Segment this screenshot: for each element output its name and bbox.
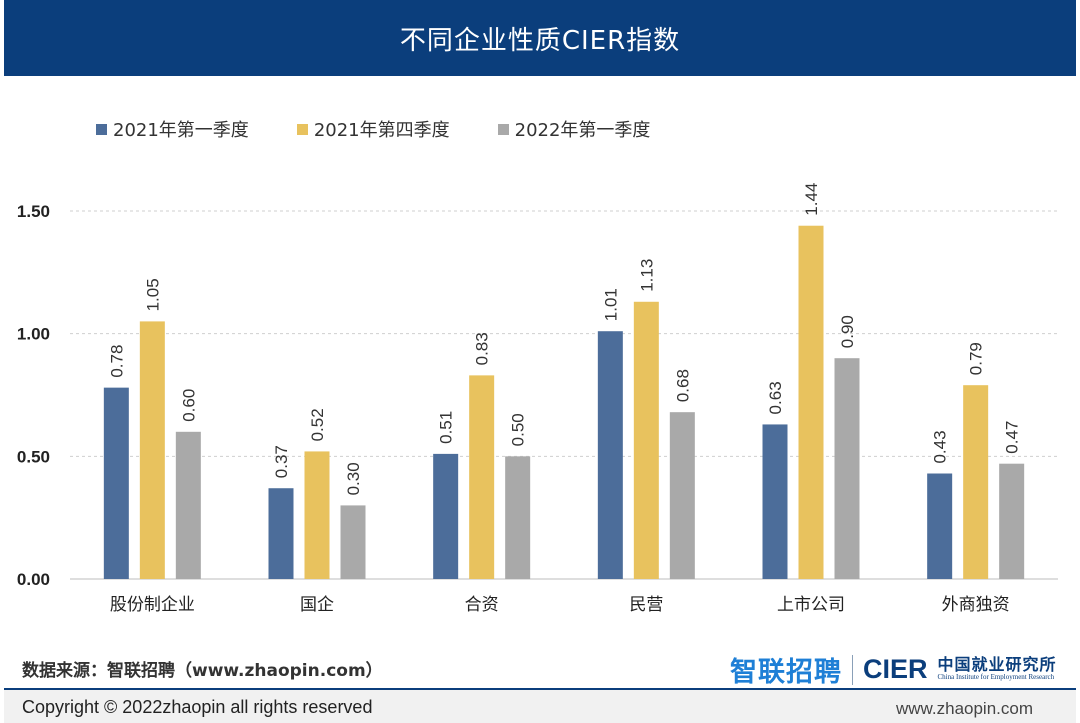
y-tick-label: 0.50 [17, 447, 50, 466]
zhilian-logo: 智联招聘 [730, 657, 842, 688]
bar-value-label: 0.43 [931, 430, 950, 463]
bar-value-label: 0.79 [967, 342, 986, 375]
brand-logos: 智联招聘 CIER 中国就业研究所 China Institute for Em… [730, 650, 1057, 689]
bar [999, 463, 1025, 579]
bar [340, 505, 366, 579]
bar [268, 488, 294, 579]
legend-label-series-3: 2022年第一季度 [514, 120, 651, 141]
bar-value-label: 1.13 [637, 259, 656, 292]
bar [103, 387, 129, 579]
bar-value-label: 0.51 [437, 411, 456, 444]
cier-logo-text: 中国就业研究所 China Institute for Employment R… [938, 657, 1057, 681]
chart-title: 不同企业性质CIER指数 [399, 25, 681, 56]
bar-value-label: 0.50 [509, 413, 528, 446]
website-link[interactable]: www.zhaopin.com [896, 699, 1034, 718]
bar [175, 431, 201, 579]
bar-value-label: 0.63 [766, 381, 785, 414]
legend-item-series-3: 2022年第一季度 [497, 116, 651, 142]
y-tick-label: 0.00 [17, 570, 50, 589]
legend-swatch-series-2 [296, 123, 308, 135]
legend-swatch-series-1 [96, 123, 107, 135]
bar [963, 385, 989, 579]
cier-name-cn: 中国就业研究所 [937, 655, 1057, 675]
bar [762, 424, 788, 579]
bar-value-label: 0.52 [308, 408, 327, 441]
cier-name-en: China Institute for Employment Research [937, 673, 1055, 682]
x-category-label: 国企 [300, 595, 334, 615]
chart-legend: 2021年第一季度 2021年第四季度 2022年第一季度 [96, 116, 650, 142]
bar-value-label: 0.90 [838, 315, 857, 348]
legend-label-series-2: 2021年第四季度 [313, 120, 450, 141]
bar [798, 225, 824, 579]
bar [304, 451, 330, 579]
legend-label-series-1: 2021年第一季度 [113, 120, 249, 141]
bar [834, 358, 860, 579]
data-source-note: 数据来源：智联招聘（www.zhaopin.com） [22, 661, 383, 681]
footer-bar [4, 690, 1076, 723]
title-banner: 不同企业性质CIER指数 [4, 0, 1076, 76]
bar [433, 453, 459, 579]
y-tick-label: 1.50 [17, 202, 50, 221]
bar [927, 473, 953, 579]
bar-value-label: 0.83 [473, 332, 492, 365]
bar [633, 301, 659, 579]
bar-value-label: 0.47 [1003, 421, 1022, 454]
bar [669, 412, 695, 579]
bar-value-label: 1.01 [601, 288, 620, 321]
bar-value-label: 0.30 [344, 462, 363, 495]
cier-logo: CIER [863, 654, 928, 684]
bar-value-label: 0.37 [272, 445, 291, 478]
y-tick-label: 1.00 [17, 325, 50, 344]
bar-value-label: 1.05 [143, 278, 162, 311]
x-category-label: 外商独资 [942, 595, 1010, 615]
legend-item-series-2: 2021年第四季度 [296, 116, 450, 142]
legend-item-series-1: 2021年第一季度 [96, 116, 249, 142]
bar [597, 331, 623, 579]
bar-value-label: 1.44 [802, 183, 821, 216]
bar-chart: 0.00 0.50 1.00 1.50 0.78 1.05 0.60 股份制企业 0.37 0.5… [17, 183, 1058, 615]
legend-swatch-series-3 [497, 123, 509, 135]
x-category-label: 股份制企业 [110, 595, 195, 615]
bar [505, 456, 531, 579]
bar-value-label: 0.78 [107, 345, 126, 378]
x-category-label: 合资 [465, 595, 499, 615]
x-category-label: 上市公司 [777, 595, 845, 615]
copyright-text: Copyright © 2022zhaopin all rights reser… [22, 697, 373, 717]
bar-value-label: 0.60 [179, 389, 198, 422]
bar [469, 375, 495, 579]
footer-divider [4, 688, 1076, 690]
logo-separator [852, 654, 853, 685]
bar-value-label: 0.68 [673, 369, 692, 402]
x-category-label: 民营 [629, 595, 663, 615]
bar [139, 321, 165, 579]
